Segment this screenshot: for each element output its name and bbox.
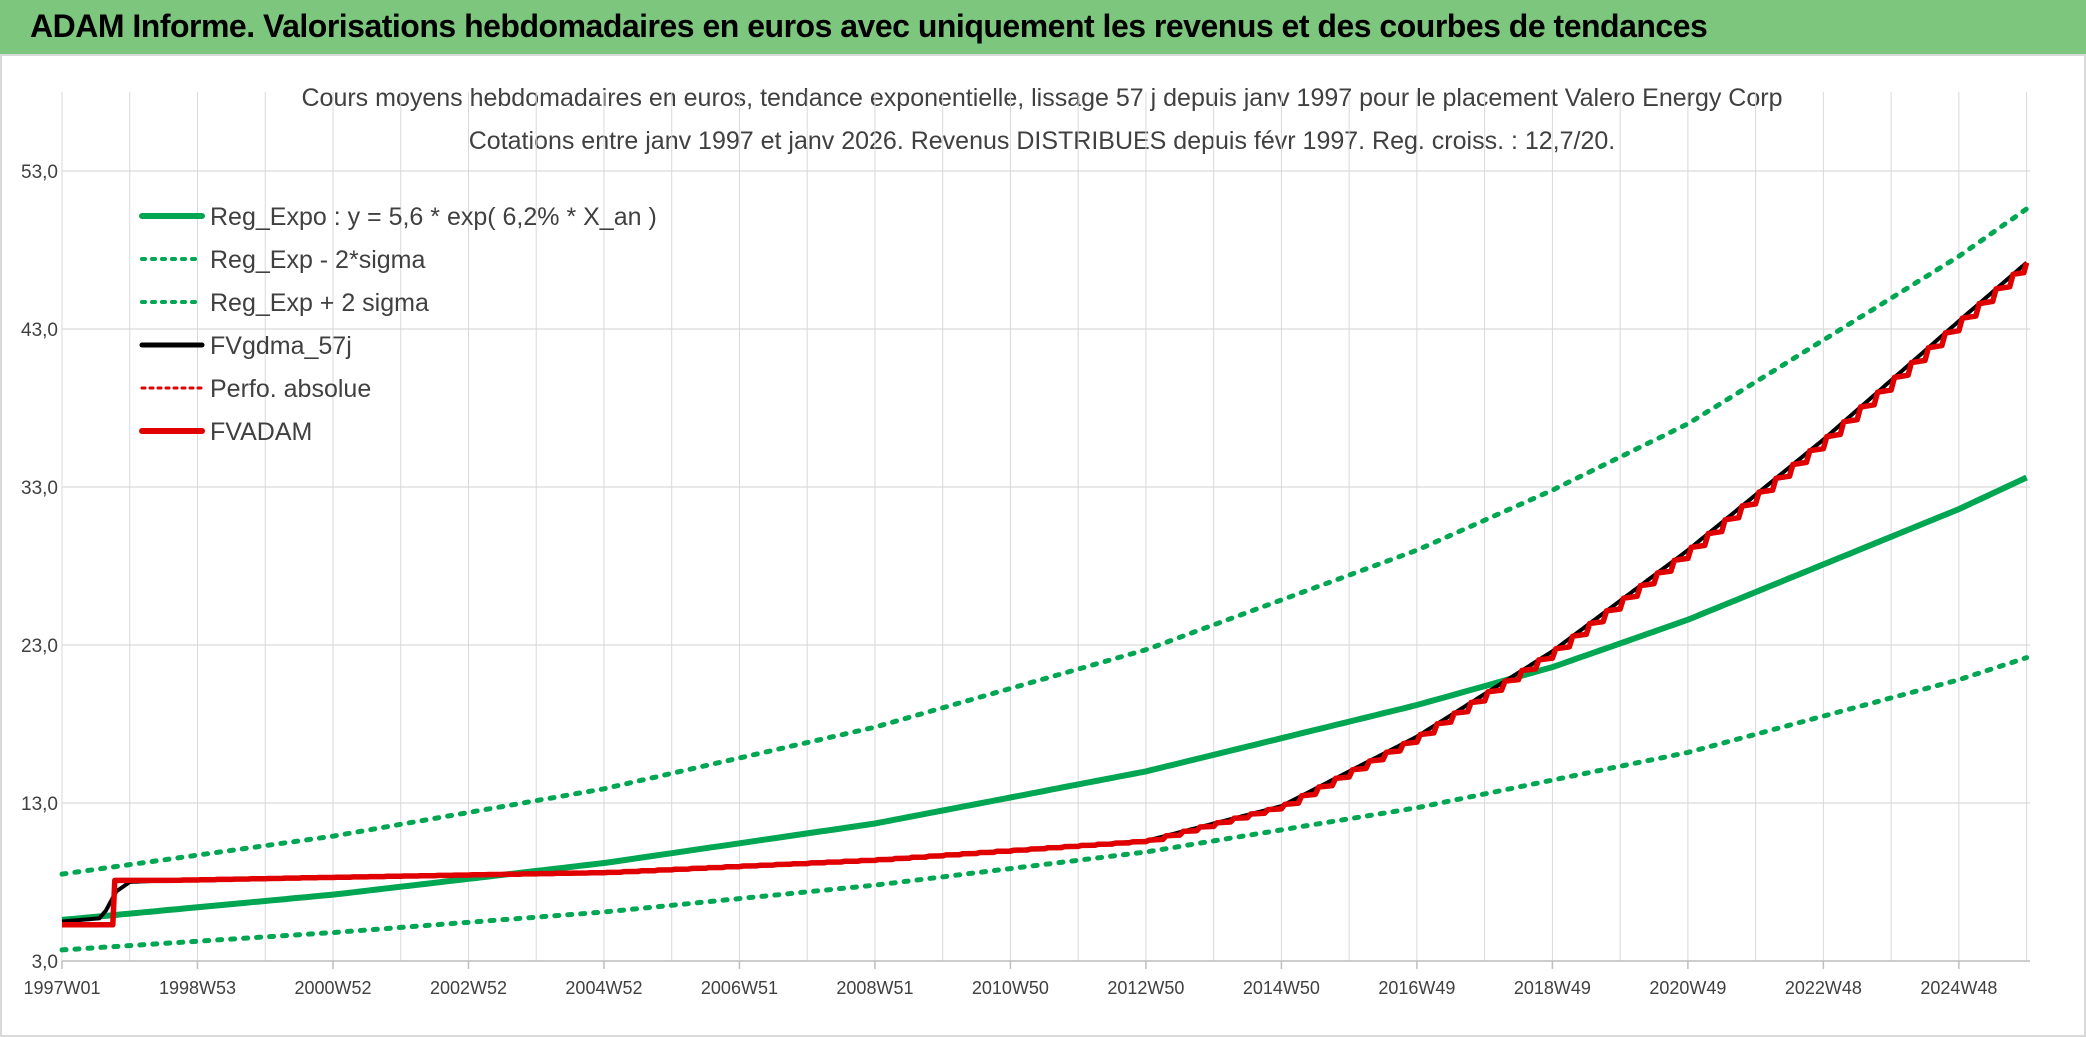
series-fvgdma-57j: [61, 261, 2028, 924]
chart-area: Cours moyens hebdomadaires en euros, ten…: [0, 54, 2086, 1037]
x-tick-label: 2004W52: [565, 978, 642, 998]
legend-label: Reg_Exp + 2 sigma: [210, 289, 429, 317]
gridlines: [61, 92, 2030, 962]
axes: 3,0 13,0 23,0 33,0 43,0 53,0 1997W01 1998W53 200…: [21, 162, 2030, 998]
report-title: ADAM Informe. Valorisations hebdomadaire…: [30, 8, 1708, 44]
x-tick-label: 2016W49: [1378, 978, 1455, 998]
legend-label: Reg_Exp - 2*sigma: [210, 246, 425, 274]
y-tick-label: 33,0: [21, 478, 58, 499]
y-tick-label: 43,0: [21, 320, 58, 341]
x-tick-label: 2006W51: [701, 978, 778, 998]
series-reg-plus-2sigma: [59, 206, 2030, 877]
x-tick-label: 2020W49: [1649, 978, 1726, 998]
chart-title-line-2: Cotations entre janv 1997 et janv 2026. …: [469, 127, 1615, 155]
report-title-bar: ADAM Informe. Valorisations hebdomadaire…: [0, 0, 2086, 54]
x-tick-label: 2024W48: [1920, 978, 1997, 998]
chart-title-line-1: Cours moyens hebdomadaires en euros, ten…: [301, 84, 1782, 112]
series-reg-minus-2sigma: [59, 655, 2030, 953]
x-tick-label: 2010W50: [972, 978, 1049, 998]
chart-svg: Cours moyens hebdomadaires en euros, ten…: [21, 84, 2030, 998]
legend-label: FVgdma_57j: [210, 332, 352, 360]
x-tick-label: 2012W50: [1107, 978, 1184, 998]
y-tick-label: 53,0: [21, 162, 58, 183]
y-tick-label: 13,0: [21, 794, 58, 815]
legend: Reg_Expo : y = 5,6 * exp( 6,2% * X_an ) R…: [139, 203, 657, 446]
x-tick-label: 1998W53: [159, 978, 236, 998]
x-tick-label: 2000W52: [294, 978, 371, 998]
y-tick-label: 3,0: [32, 952, 58, 973]
x-tick-label: 2022W48: [1785, 978, 1862, 998]
x-tick-label: 2008W51: [836, 978, 913, 998]
x-tick-label: 2018W49: [1514, 978, 1591, 998]
x-tick-label: 2002W52: [430, 978, 507, 998]
y-tick-label: 23,0: [21, 636, 58, 657]
series-group: [59, 206, 2030, 953]
legend-label: Reg_Expo : y = 5,6 * exp( 6,2% * X_an ): [210, 203, 657, 231]
x-tick-label: 2014W50: [1243, 978, 1320, 998]
legend-label: Perfo. absolue: [210, 375, 371, 403]
series-reg-expo: [61, 474, 2028, 923]
x-tick-label: 1997W01: [23, 978, 100, 998]
series-fvadam: [62, 261, 2030, 928]
legend-label: FVADAM: [210, 418, 312, 446]
